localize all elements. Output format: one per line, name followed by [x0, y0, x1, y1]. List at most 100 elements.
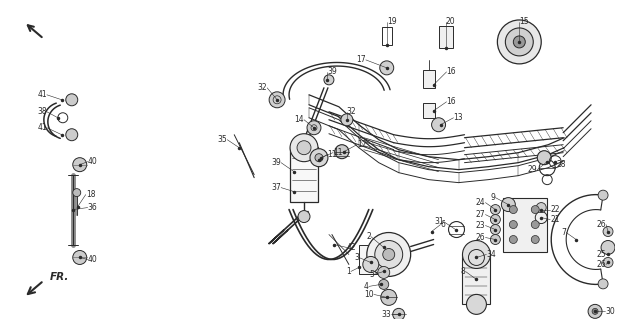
- Circle shape: [379, 279, 389, 289]
- Text: 16: 16: [447, 67, 456, 76]
- Text: 40: 40: [88, 157, 97, 166]
- Circle shape: [66, 129, 78, 141]
- Text: 38: 38: [37, 107, 47, 116]
- Circle shape: [603, 258, 613, 268]
- Circle shape: [601, 241, 615, 254]
- Text: 32: 32: [347, 107, 357, 116]
- Text: 23: 23: [476, 221, 486, 230]
- Circle shape: [513, 36, 525, 48]
- Circle shape: [466, 294, 486, 314]
- Circle shape: [510, 220, 517, 228]
- Circle shape: [531, 236, 539, 244]
- Circle shape: [463, 241, 491, 268]
- Circle shape: [497, 20, 541, 64]
- Circle shape: [367, 233, 411, 276]
- Circle shape: [298, 211, 310, 222]
- Circle shape: [73, 251, 87, 264]
- Circle shape: [510, 236, 517, 244]
- Circle shape: [603, 227, 613, 236]
- Circle shape: [536, 203, 546, 212]
- Text: 27: 27: [476, 210, 486, 219]
- Circle shape: [537, 151, 551, 165]
- Circle shape: [378, 267, 390, 278]
- Circle shape: [310, 149, 328, 167]
- Text: 26: 26: [597, 260, 606, 269]
- Text: 5: 5: [369, 270, 374, 279]
- Circle shape: [315, 154, 323, 162]
- Circle shape: [531, 220, 539, 228]
- Circle shape: [588, 304, 602, 318]
- Text: 25: 25: [597, 250, 606, 259]
- Circle shape: [363, 256, 379, 272]
- Circle shape: [432, 118, 445, 132]
- Text: FR.: FR.: [50, 272, 69, 283]
- Text: 41: 41: [37, 123, 47, 132]
- Bar: [382, 27, 392, 45]
- Circle shape: [502, 197, 515, 212]
- Circle shape: [531, 205, 539, 213]
- Bar: [423, 70, 434, 88]
- Text: 26: 26: [476, 233, 486, 242]
- Circle shape: [307, 121, 321, 135]
- Circle shape: [383, 249, 395, 260]
- Text: 8: 8: [461, 267, 465, 276]
- Text: 34: 34: [486, 250, 496, 259]
- Text: 29: 29: [528, 165, 537, 174]
- Circle shape: [510, 205, 517, 213]
- Text: 35: 35: [218, 135, 227, 144]
- Text: 4: 4: [364, 282, 369, 291]
- Circle shape: [341, 114, 353, 126]
- Bar: [439, 26, 452, 48]
- Bar: [290, 147, 318, 202]
- Circle shape: [335, 145, 349, 159]
- Text: 3: 3: [354, 253, 359, 262]
- Text: 32: 32: [257, 83, 267, 92]
- Circle shape: [324, 75, 334, 85]
- Bar: [359, 244, 384, 275]
- Circle shape: [393, 308, 405, 320]
- Circle shape: [491, 235, 500, 244]
- Text: 7: 7: [561, 228, 566, 237]
- Circle shape: [290, 134, 318, 162]
- Circle shape: [380, 61, 394, 75]
- Text: 40: 40: [88, 255, 97, 264]
- Text: 13: 13: [453, 113, 463, 122]
- Text: 39: 39: [271, 158, 281, 167]
- Text: 39: 39: [327, 67, 337, 76]
- Circle shape: [73, 158, 87, 172]
- Text: 2: 2: [366, 232, 371, 241]
- Circle shape: [491, 225, 500, 235]
- Text: 33: 33: [381, 310, 391, 319]
- Text: 31: 31: [434, 217, 444, 226]
- Text: 42: 42: [347, 243, 357, 252]
- Text: 28: 28: [556, 160, 566, 169]
- Circle shape: [505, 28, 533, 56]
- Text: 14: 14: [294, 115, 304, 124]
- Text: 16: 16: [447, 97, 456, 106]
- Text: 18: 18: [86, 190, 95, 199]
- Text: 11: 11: [333, 148, 342, 157]
- Text: 22: 22: [550, 205, 560, 214]
- Circle shape: [375, 241, 403, 268]
- Circle shape: [598, 279, 608, 289]
- Text: 10: 10: [364, 290, 374, 299]
- Text: 26: 26: [597, 220, 606, 229]
- Text: 6: 6: [441, 220, 445, 229]
- Text: 19: 19: [387, 18, 396, 27]
- Text: 17: 17: [356, 55, 366, 64]
- Text: 36: 36: [88, 203, 97, 212]
- Text: 37: 37: [271, 183, 281, 192]
- Text: 21: 21: [550, 215, 560, 224]
- Text: 15: 15: [520, 18, 529, 27]
- Text: 20: 20: [445, 18, 455, 27]
- Text: 41: 41: [37, 90, 47, 99]
- Text: 11: 11: [327, 150, 336, 159]
- Bar: [423, 103, 434, 118]
- Text: 24: 24: [476, 198, 486, 207]
- Circle shape: [66, 94, 78, 106]
- Circle shape: [269, 92, 285, 108]
- Circle shape: [491, 204, 500, 215]
- Bar: [503, 197, 547, 252]
- Bar: [463, 254, 491, 304]
- Text: 1: 1: [346, 267, 351, 276]
